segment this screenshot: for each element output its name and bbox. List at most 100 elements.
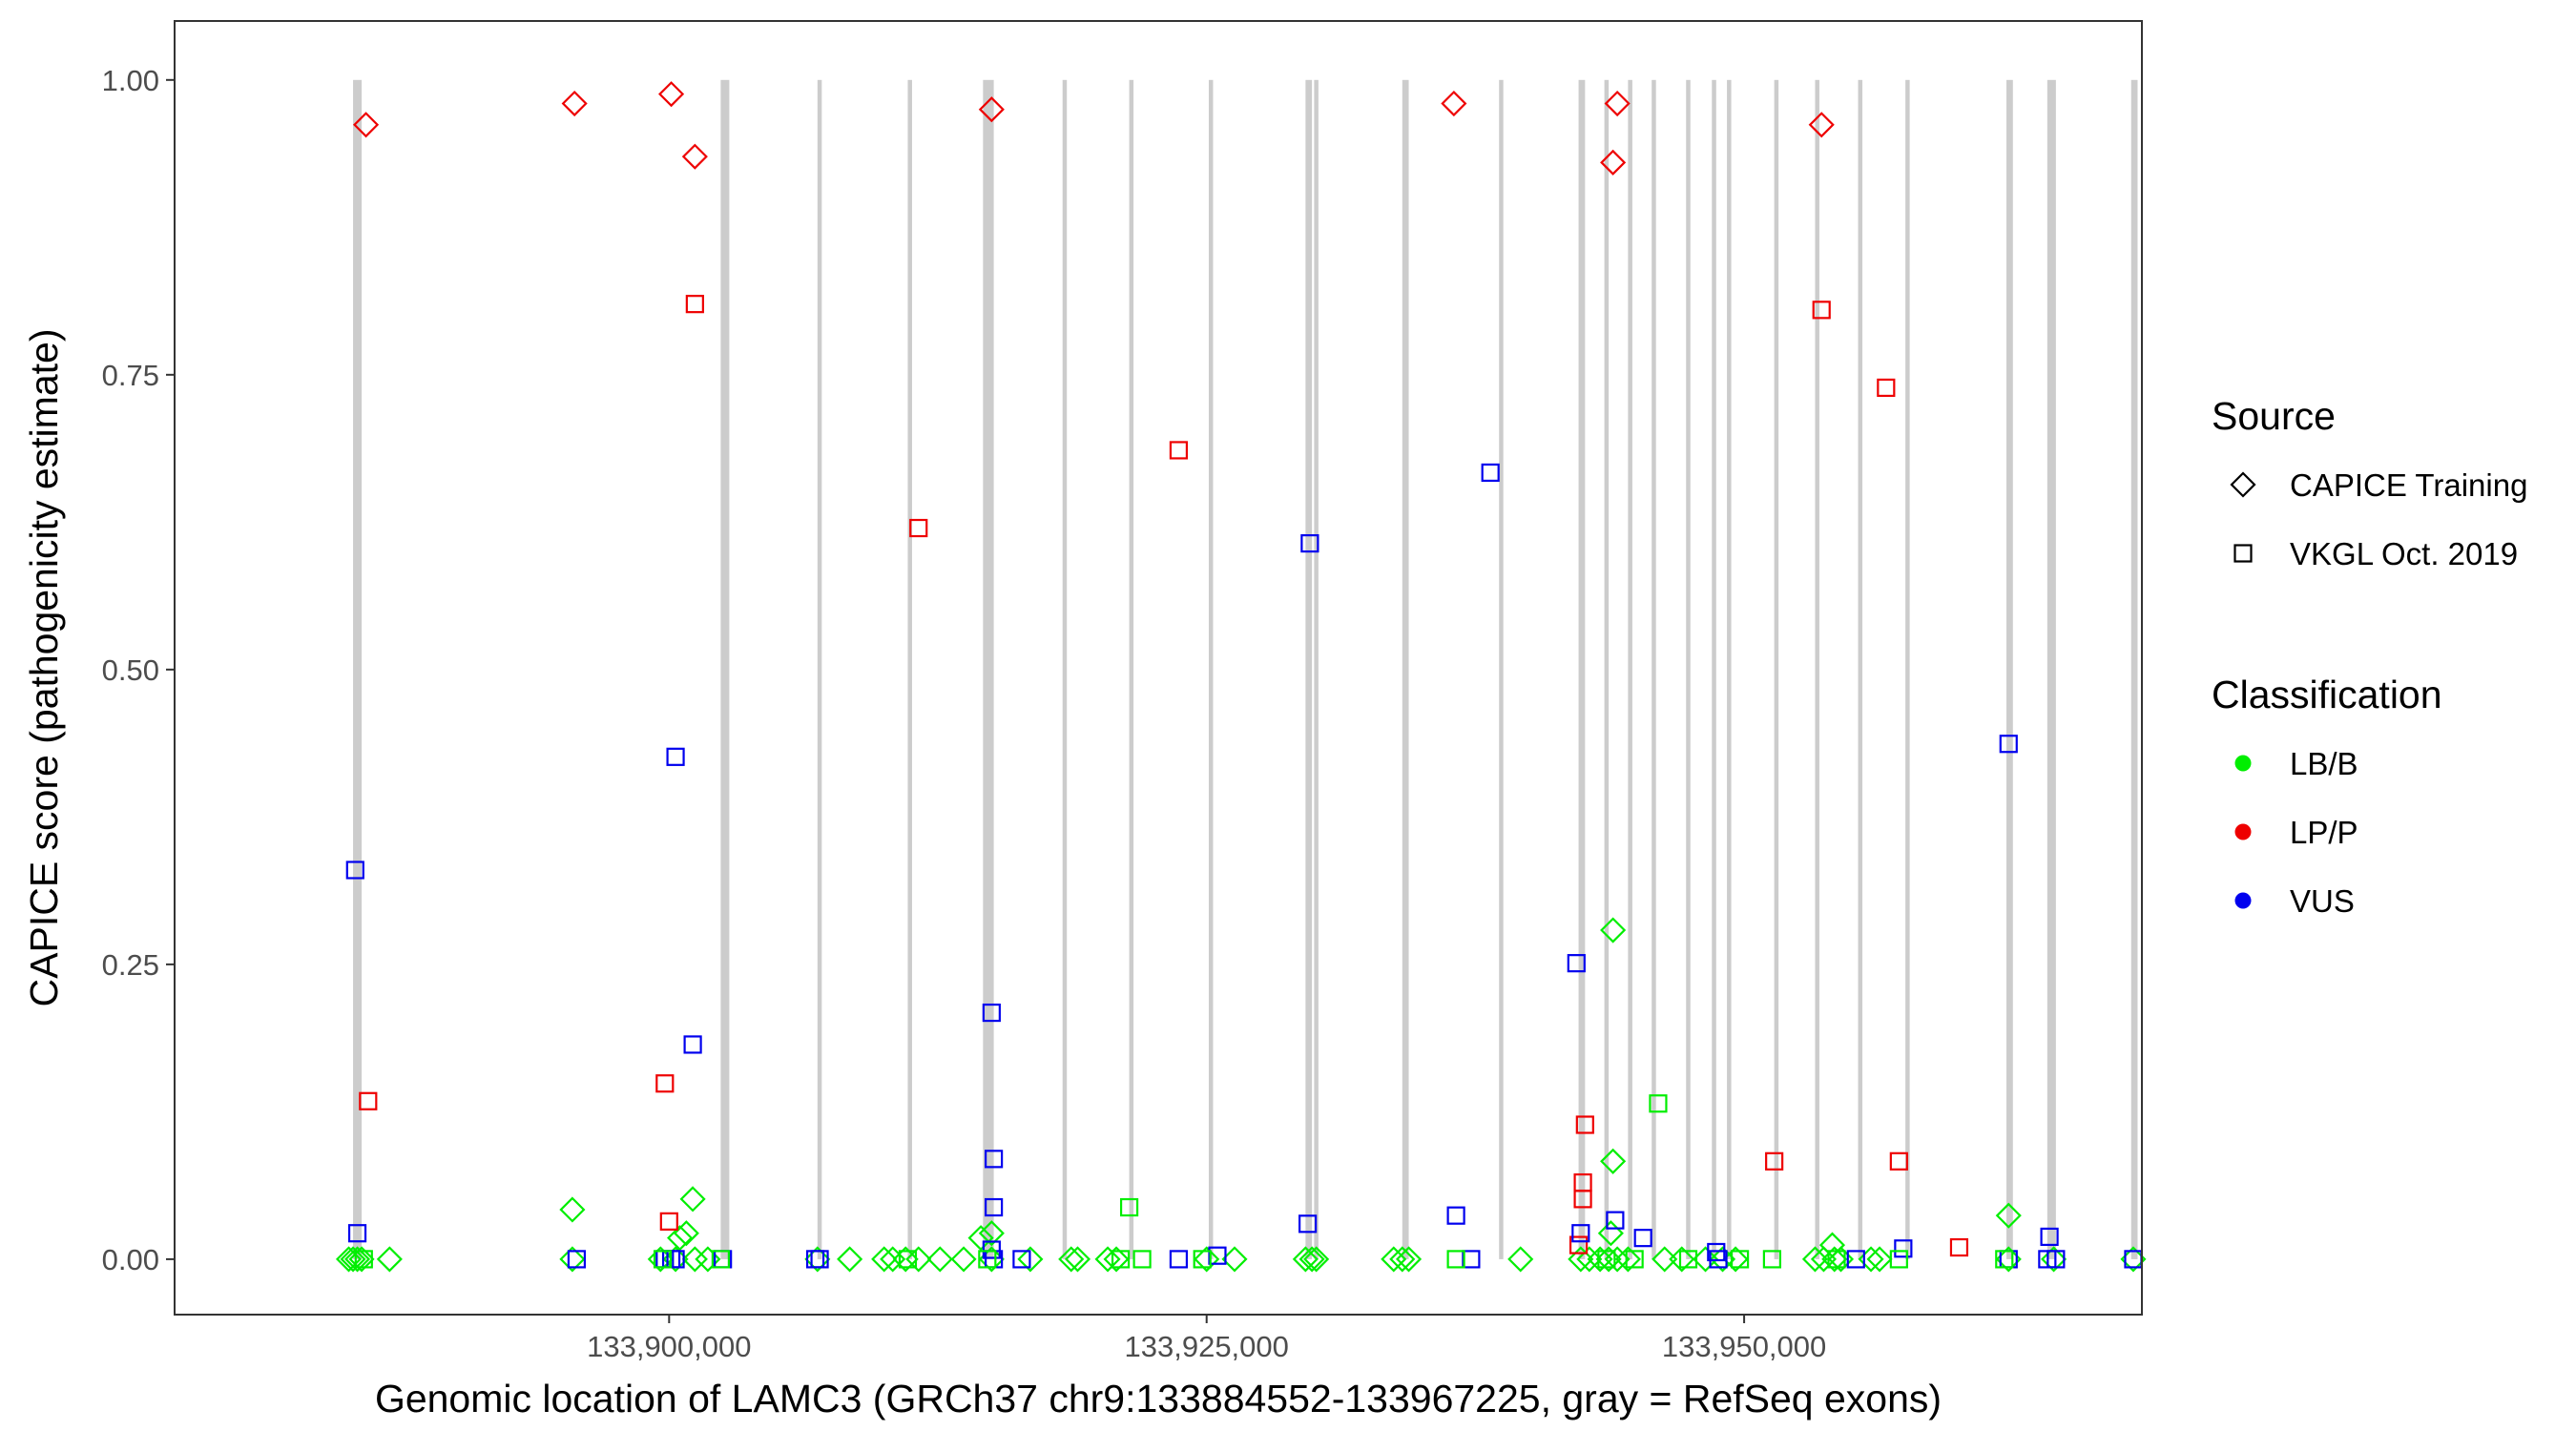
data-point (1827, 1250, 1846, 1269)
legend-source-label: CAPICE Training (2290, 467, 2527, 503)
data-point (345, 861, 364, 880)
data-point (1132, 1250, 1152, 1269)
data-point (985, 1197, 1004, 1217)
data-point (1568, 1235, 1589, 1255)
y-axis-title: CAPICE score (pathogenicity estimate) (22, 329, 66, 1007)
point-layer (335, 81, 2147, 1273)
data-point (926, 1246, 953, 1273)
data-point (1576, 1246, 1603, 1273)
exon-band (353, 79, 363, 1259)
data-point (1866, 1246, 1893, 1273)
legend-color-dot-icon (2234, 755, 2252, 772)
data-point (655, 1074, 675, 1093)
legend-source-label: VKGL Oct. 2019 (2290, 536, 2518, 571)
exon-band (1314, 79, 1319, 1259)
data-point (1812, 301, 1831, 320)
data-point (898, 1250, 918, 1269)
x-tick-label: 133,925,000 (1125, 1330, 1289, 1363)
data-point (1710, 1246, 1736, 1273)
data-point (1395, 1246, 1423, 1273)
data-point (1573, 1190, 1592, 1209)
data-point (348, 1246, 375, 1273)
data-point (681, 1246, 708, 1273)
data-point (658, 81, 685, 108)
data-point (376, 1246, 403, 1273)
y-tick-label: 0.50 (102, 653, 159, 687)
series-group (353, 81, 1835, 176)
data-point (1587, 1246, 1613, 1273)
legend-classification-items: LB/B LP/P VUS (2234, 746, 2358, 919)
data-point (892, 1246, 919, 1273)
series-group (354, 1094, 2014, 1269)
data-point (905, 1246, 932, 1273)
legend-classification-title: Classification (2212, 673, 2442, 716)
exon-layer (353, 79, 2138, 1259)
exon-band (1727, 79, 1732, 1259)
data-point (1012, 1250, 1031, 1269)
data-point (1119, 1197, 1139, 1217)
data-point (1877, 378, 1896, 398)
data-point (1446, 1206, 1465, 1225)
data-point (810, 1250, 829, 1269)
data-point (1169, 1250, 1189, 1269)
data-point (871, 1246, 898, 1273)
data-point (985, 1150, 1004, 1169)
data-point (1111, 1250, 1131, 1269)
data-point (1889, 1151, 1908, 1171)
data-point (1808, 112, 1835, 138)
data-point (1762, 1250, 1781, 1269)
y-tick-label: 1.00 (102, 64, 159, 97)
data-point (1571, 1224, 1590, 1243)
data-point (1649, 1094, 1668, 1113)
series-group (359, 295, 1969, 1257)
exon-band (1578, 79, 1586, 1259)
exon-band (1815, 79, 1819, 1259)
data-point (1058, 1246, 1085, 1273)
legend-classification-label: LB/B (2290, 746, 2358, 781)
exon-band (983, 79, 994, 1259)
data-point (978, 96, 1005, 123)
data-point (683, 1035, 702, 1054)
exon-band (1499, 79, 1504, 1259)
data-point (1300, 533, 1319, 553)
data-point (1600, 1148, 1627, 1174)
legend-classification-label: VUS (2290, 883, 2355, 919)
x-axis-title: Genomic location of LAMC3 (GRCh37 chr9:1… (375, 1377, 1942, 1421)
legend-source-title: Source (2212, 394, 2336, 438)
data-point (1575, 1115, 1594, 1134)
data-point (353, 112, 380, 138)
data-point (1169, 441, 1189, 460)
data-point (1633, 1229, 1652, 1248)
data-point (559, 1196, 586, 1223)
data-point (711, 1250, 731, 1269)
data-point (1765, 1151, 1784, 1171)
data-point (685, 295, 704, 314)
data-point (1597, 1250, 1616, 1269)
data-point (354, 1250, 373, 1269)
data-point (1821, 1246, 1848, 1273)
data-point (1604, 1246, 1631, 1273)
data-point (2046, 1250, 2066, 1269)
data-point (666, 1250, 685, 1269)
exon-band (2046, 79, 2056, 1259)
data-point (1678, 1250, 1698, 1269)
data-point (1949, 1237, 1969, 1257)
data-point (967, 1225, 994, 1252)
data-point (1193, 1250, 1212, 1269)
exon-band (2006, 79, 2013, 1259)
x-tick-label: 133,900,000 (587, 1330, 751, 1363)
data-point (1995, 1202, 2022, 1229)
data-point (1810, 1246, 1838, 1273)
data-point (340, 1246, 366, 1273)
data-point (1625, 1250, 1644, 1269)
legend-color-dot-icon (2234, 823, 2252, 840)
data-point (1303, 1246, 1330, 1273)
data-point (1614, 1246, 1641, 1273)
y-tick-label: 0.00 (102, 1243, 159, 1276)
exon-band (1774, 79, 1779, 1259)
exon-band (1604, 79, 1610, 1259)
exon-band (1062, 79, 1068, 1259)
data-point (359, 1091, 378, 1110)
data-point (978, 1220, 1005, 1247)
